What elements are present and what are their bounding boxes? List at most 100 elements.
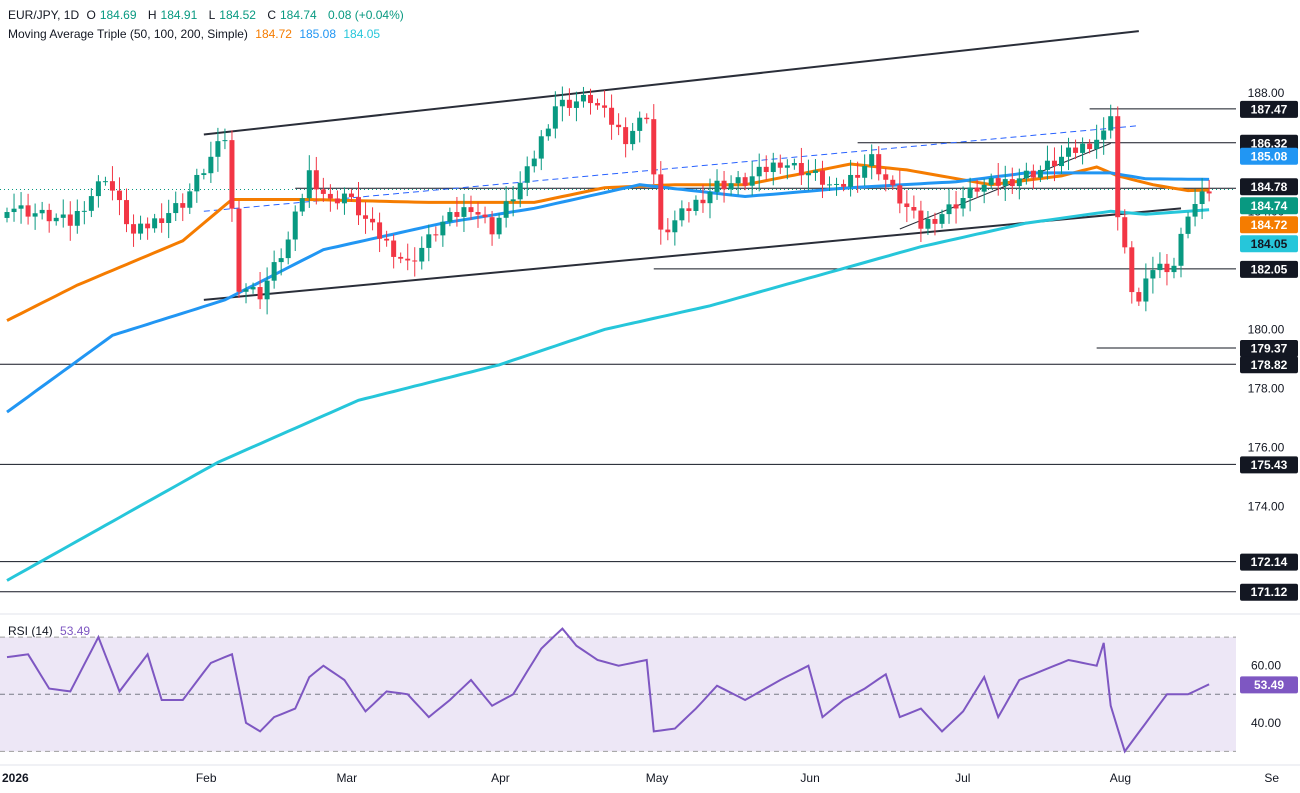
- candle-body: [1002, 179, 1008, 186]
- ma-legend: Moving Average Triple (50, 100, 200, Sim…: [8, 27, 384, 41]
- candle-body: [482, 214, 488, 218]
- change-value: 0.08 (+0.04%): [328, 8, 404, 22]
- candle-body: [250, 287, 256, 290]
- price-box-184.05: [1240, 235, 1298, 253]
- candle-body: [841, 183, 847, 187]
- candle-body: [869, 154, 875, 166]
- candle-body: [700, 199, 706, 204]
- price-box-label: 179.37: [1251, 342, 1288, 356]
- candle-body: [545, 128, 551, 137]
- price-box-187.47: [1240, 100, 1298, 118]
- candle-body: [32, 213, 38, 217]
- price-tick-label: 174.00: [1248, 500, 1285, 514]
- time-tick-label: Aug: [1110, 771, 1131, 785]
- candle-body: [433, 234, 439, 236]
- candle-body: [1080, 143, 1086, 153]
- candle-body: [946, 204, 952, 215]
- candle-body: [468, 207, 474, 213]
- candle-body: [721, 180, 727, 190]
- price-tick-label: 180.00: [1248, 322, 1285, 336]
- candle-body: [327, 193, 333, 199]
- candle-body: [1136, 292, 1142, 302]
- candle-body: [1037, 169, 1043, 178]
- time-tick-label: Mar: [336, 771, 357, 785]
- candle-body: [524, 166, 530, 183]
- ma-title: Moving Average Triple (50, 100, 200, Sim…: [8, 27, 248, 41]
- candle-body: [714, 180, 720, 192]
- candle-body: [39, 209, 45, 214]
- candle-body: [904, 203, 910, 208]
- candle-body: [1164, 263, 1170, 273]
- candle-body: [1044, 160, 1050, 170]
- candle-body: [419, 247, 425, 262]
- candle-body: [320, 189, 326, 194]
- candle-body: [890, 179, 896, 186]
- candle-body: [616, 124, 622, 128]
- candle-body: [159, 218, 165, 224]
- candle-body: [644, 117, 650, 120]
- candle-body: [187, 191, 193, 208]
- rsi-legend-value: 53.49: [60, 624, 91, 638]
- candle-body: [243, 289, 249, 292]
- candle-body: [1009, 179, 1015, 187]
- candle-body: [384, 238, 390, 241]
- candle-body: [686, 208, 692, 211]
- ma100-value: 185.08: [299, 27, 337, 41]
- candle-body: [897, 185, 903, 204]
- candle-body: [348, 193, 354, 198]
- candle-body: [988, 178, 994, 185]
- price-box-179.37: [1240, 340, 1298, 358]
- rsi-band: [0, 637, 1236, 752]
- candle-body: [531, 158, 537, 167]
- candle-body: [166, 213, 172, 224]
- candle-body: [215, 141, 221, 157]
- candle-body: [152, 218, 158, 229]
- candle-body: [939, 214, 945, 224]
- price-box-184.78: [1240, 178, 1298, 196]
- time-tick-label: Feb: [196, 771, 217, 785]
- candle-body: [60, 214, 66, 218]
- candle-body: [95, 181, 101, 197]
- candle-body: [412, 260, 418, 262]
- candle-body: [672, 220, 678, 233]
- candle-body: [285, 239, 291, 259]
- candle-body: [313, 170, 319, 190]
- candle-body: [25, 205, 31, 217]
- candle-body: [749, 176, 755, 186]
- candle-body: [292, 211, 298, 240]
- candle-body: [1199, 191, 1205, 205]
- candle-body: [109, 181, 115, 191]
- candle-body: [271, 262, 277, 281]
- candle-body: [257, 287, 263, 300]
- candle-body: [587, 94, 593, 104]
- time-tick-label: Jul: [955, 771, 970, 785]
- candle-body: [693, 199, 699, 211]
- price-box-175.43: [1240, 456, 1298, 474]
- candle-body: [967, 187, 973, 199]
- candle-body: [138, 223, 144, 234]
- candle-body: [264, 280, 270, 300]
- candle-body: [559, 99, 565, 107]
- candle-body: [1066, 147, 1072, 157]
- price-box-182.05: [1240, 260, 1298, 278]
- price-tick-label: 176.00: [1248, 441, 1285, 455]
- candle-body: [1087, 143, 1093, 150]
- candle-body: [124, 200, 130, 225]
- candle-body: [953, 204, 959, 209]
- candle-body: [131, 224, 137, 234]
- ma-100-line: [6, 171, 1210, 414]
- price-box-label: 186.32: [1251, 136, 1288, 150]
- candle-body: [763, 166, 769, 173]
- candle-body: [1150, 270, 1156, 279]
- price-box-label: 172.14: [1251, 555, 1288, 569]
- candle-body: [974, 187, 980, 192]
- price-box-172.14: [1240, 553, 1298, 571]
- price-tick-label: 188.00: [1248, 86, 1285, 100]
- rsi-tick-label: 60.00: [1251, 659, 1281, 673]
- channel-upper-line: [203, 30, 1139, 136]
- candle-body: [116, 190, 122, 201]
- rsi-legend: RSI (14) 53.49: [8, 624, 94, 638]
- candle-body: [1129, 247, 1135, 293]
- candle-body: [363, 215, 369, 219]
